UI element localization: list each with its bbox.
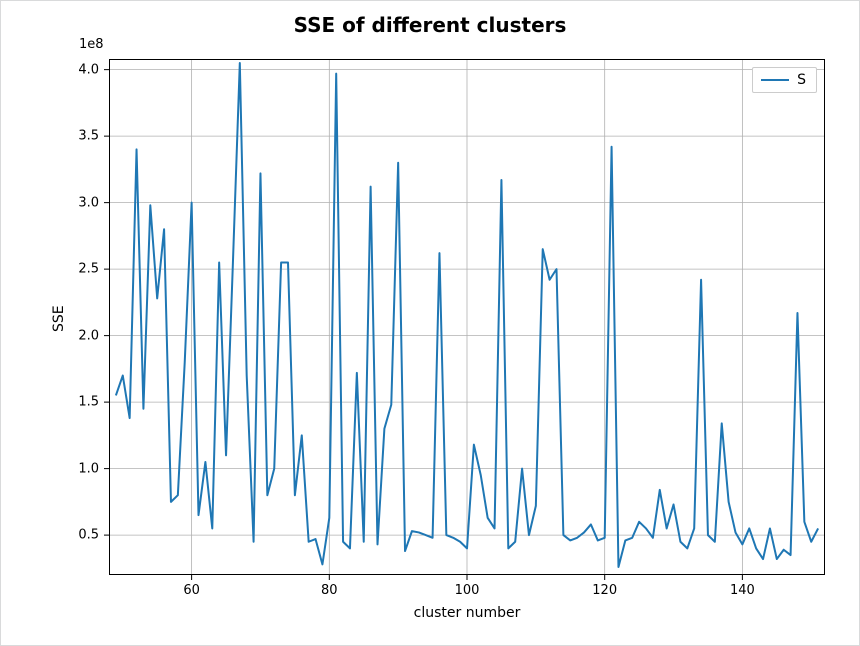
- y-tick-label: 3.0: [78, 195, 99, 210]
- plot-svg: [109, 59, 825, 575]
- legend-swatch: [761, 79, 789, 81]
- y-tick-label: 1.0: [78, 461, 99, 476]
- y-tick-label: 2.5: [78, 262, 99, 277]
- figure: SSE of different clusters S 1e8 cluster …: [0, 0, 860, 646]
- y-tick-label: 3.5: [78, 129, 99, 144]
- legend: S: [752, 67, 817, 93]
- x-tick-label: 60: [183, 583, 200, 598]
- legend-label: S: [797, 72, 806, 88]
- plot-area: S: [109, 59, 825, 575]
- y-tick-label: 4.0: [78, 62, 99, 77]
- x-axis-label: cluster number: [414, 605, 521, 621]
- y-axis-label: SSE: [51, 305, 67, 332]
- y-tick-label: 0.5: [78, 528, 99, 543]
- x-tick-label: 120: [592, 583, 617, 598]
- x-tick-label: 140: [730, 583, 755, 598]
- y-tick-label: 2.0: [78, 328, 99, 343]
- x-tick-label: 100: [455, 583, 480, 598]
- x-tick-label: 80: [321, 583, 338, 598]
- y-exponent-label: 1e8: [79, 37, 104, 52]
- chart-title: SSE of different clusters: [1, 13, 859, 37]
- legend-item: S: [761, 72, 806, 88]
- y-tick-label: 1.5: [78, 395, 99, 410]
